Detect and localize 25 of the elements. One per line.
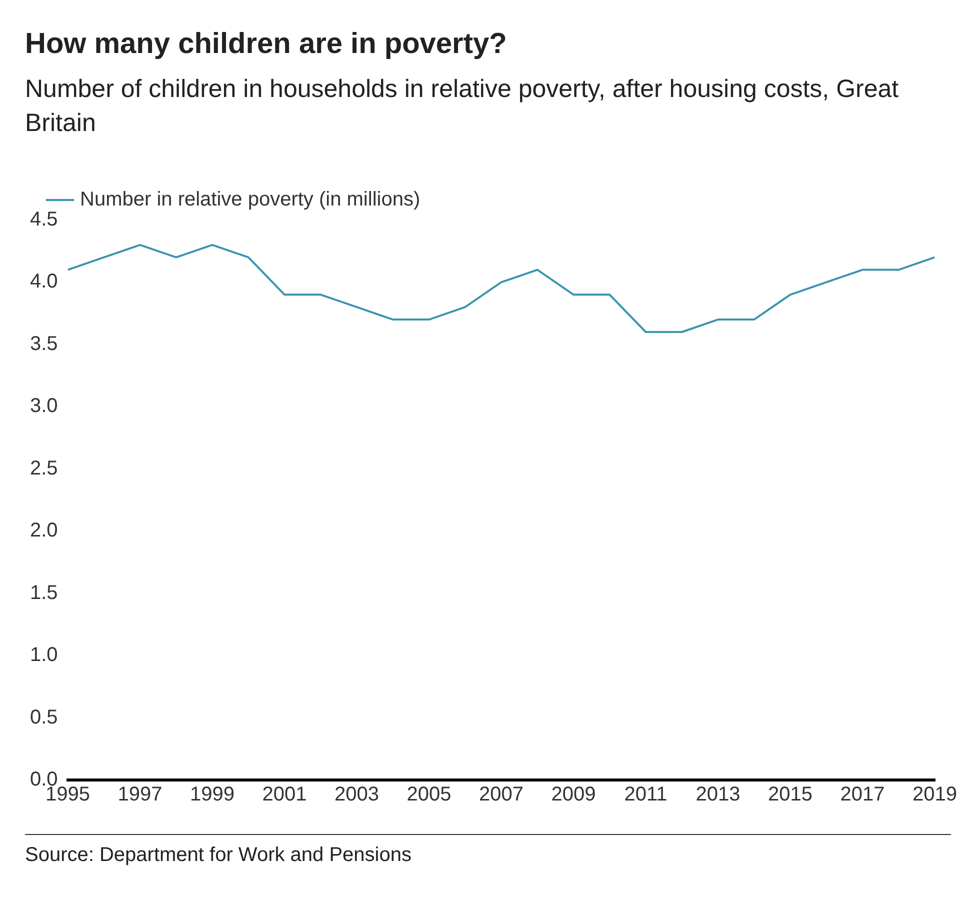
x-tick-label: 2019 bbox=[912, 784, 958, 806]
y-tick-label: 1.0 bbox=[30, 644, 58, 666]
x-tick-label: 1999 bbox=[190, 784, 235, 806]
chart-title: How many children are in poverty? bbox=[25, 28, 507, 61]
x-tick-label: 2017 bbox=[840, 784, 885, 806]
x-tick-label: 1997 bbox=[118, 784, 162, 806]
x-tick-label: 2005 bbox=[406, 784, 452, 806]
x-tick-label: 2013 bbox=[696, 784, 740, 806]
y-tick-label: 4.5 bbox=[30, 208, 58, 231]
y-tick-label: 0.5 bbox=[30, 706, 58, 728]
y-tick-label: 1.5 bbox=[30, 582, 58, 604]
y-tick-label: 2.5 bbox=[30, 457, 58, 480]
source-note: Source: Department for Work and Pensions bbox=[25, 844, 412, 867]
x-tick-label: 2015 bbox=[768, 784, 813, 806]
x-tick-label: 2007 bbox=[479, 784, 524, 806]
legend-label: Number in relative poverty (in millions) bbox=[80, 188, 420, 211]
x-tick-label: 2001 bbox=[262, 784, 307, 806]
y-tick-label: 2.0 bbox=[30, 520, 58, 542]
y-tick-label: 3.0 bbox=[30, 395, 58, 418]
x-tick-label: 2009 bbox=[551, 784, 596, 806]
y-tick-label: 3.5 bbox=[30, 332, 58, 355]
x-tick-label: 2011 bbox=[624, 784, 668, 806]
y-tick-label: 4.0 bbox=[30, 270, 58, 293]
x-tick-label: 2003 bbox=[334, 784, 380, 806]
chart-subtitle: Number of children in households in relative poverty, after housing costs, Great Britain bbox=[25, 74, 900, 139]
